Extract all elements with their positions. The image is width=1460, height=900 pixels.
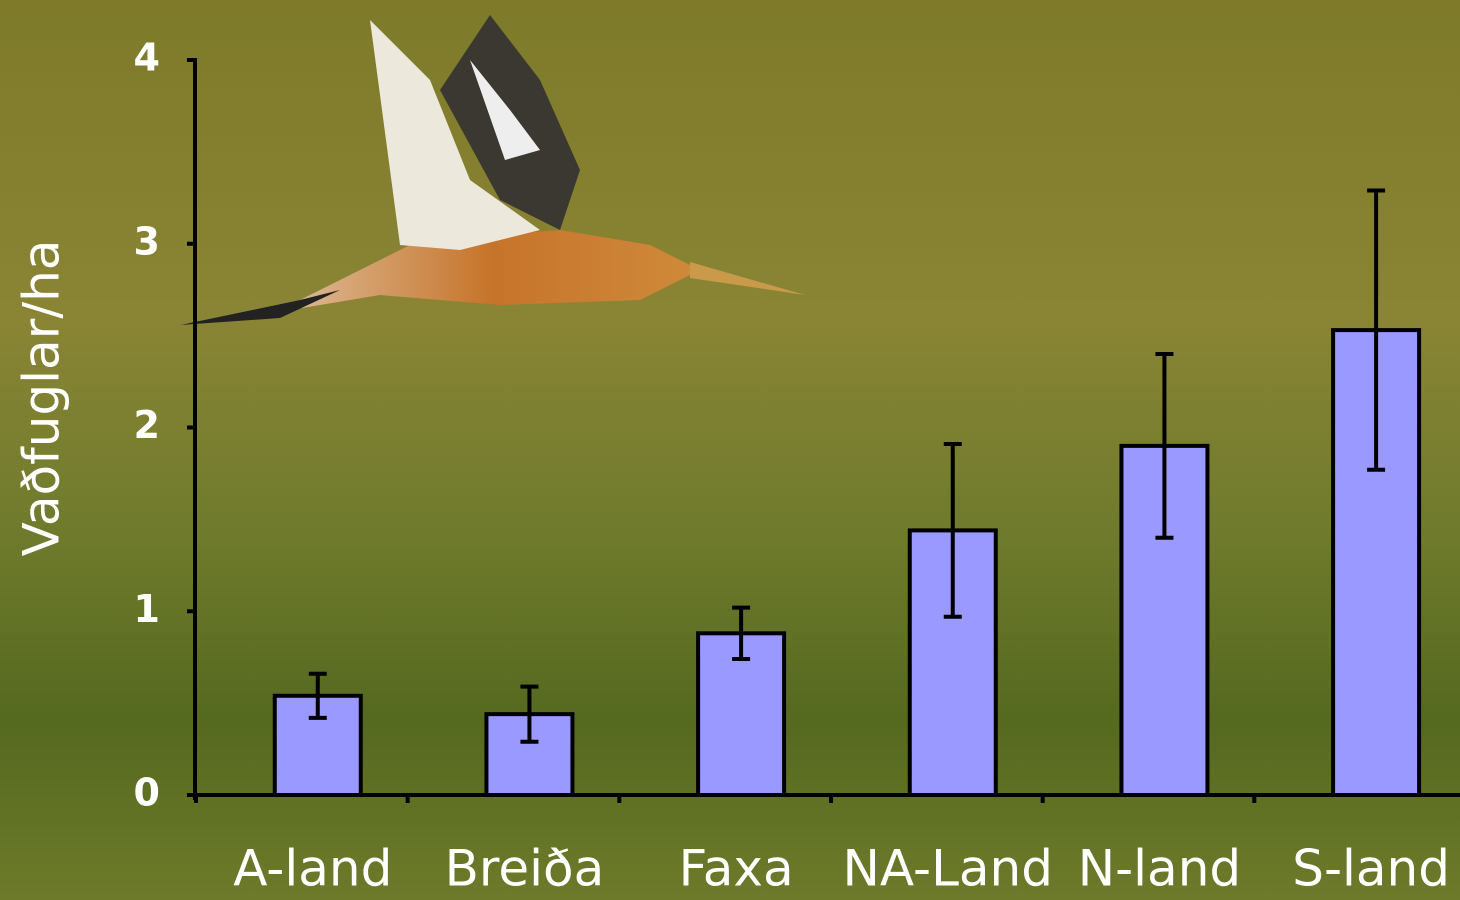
x-tick-label: N-land: [1078, 840, 1241, 898]
bird-photo: [180, 15, 805, 325]
y-tick-label: 2: [134, 403, 160, 447]
bar: [272, 693, 363, 798]
x-tick-label: A-land: [233, 840, 392, 898]
x-tick-label: Faxa: [679, 840, 794, 898]
y-tick-label: 4: [134, 36, 160, 80]
error-bar: [732, 605, 751, 662]
y-tick-label: 1: [134, 587, 160, 631]
error-bar: [308, 671, 327, 720]
error-bar: [1367, 188, 1386, 472]
y-tick-label: 0: [134, 771, 160, 815]
error-bar: [520, 684, 539, 744]
x-tick-label: S-land: [1292, 840, 1450, 898]
error-bar: [943, 442, 962, 619]
y-tick-label: 3: [134, 219, 160, 263]
error-bar: [1155, 352, 1174, 540]
y-axis-label: Vaðfuglar/ha: [13, 240, 71, 557]
x-tick-label: NA-Land: [843, 840, 1053, 898]
x-tick-label: Breiða: [445, 840, 605, 898]
